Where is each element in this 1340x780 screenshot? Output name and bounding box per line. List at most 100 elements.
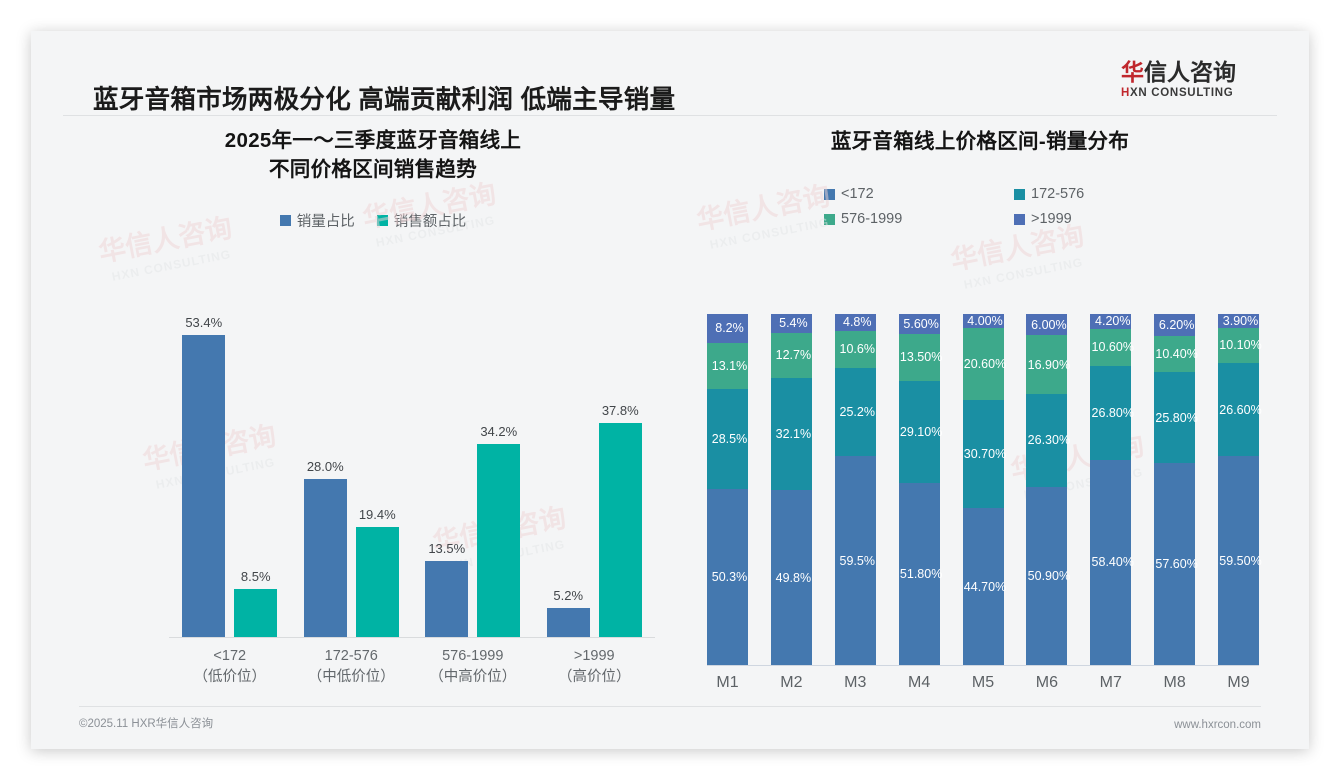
x-axis-tick-label: 172-576 （中低价位） xyxy=(291,646,413,688)
x-axis-tick-label: M2 xyxy=(780,674,803,691)
stacked-bar-segment[interactable]: 6.00% xyxy=(1026,314,1068,336)
logo-hua-character: 华 xyxy=(1121,59,1144,85)
bar[interactable] xyxy=(182,335,226,637)
segment-value-label: 5.4% xyxy=(779,316,808,331)
stacked-bar-segment[interactable]: 59.50% xyxy=(1218,456,1262,665)
stacked-bar-column: 5.4% 12.7% 32.1% 49.8% M2 xyxy=(770,314,812,691)
slide-header: 蓝牙音箱市场两极分化 高端贡献利润 低端主导销量 华信人咨询 HXN CONSU… xyxy=(31,31,1309,116)
segment-value-label: 50.3% xyxy=(711,569,748,584)
stacked-bar-segment[interactable]: 26.60% xyxy=(1218,363,1262,457)
x-axis-tick-primary: <172 xyxy=(213,648,247,664)
segment-value-label: 30.70% xyxy=(963,447,1007,462)
segment-value-label: 20.60% xyxy=(963,357,1007,372)
stacked-bar-segment[interactable]: 25.2% xyxy=(834,368,876,457)
stacked-bar-segment[interactable]: 57.60% xyxy=(1154,462,1198,665)
stacked-bar-segment[interactable]: 10.40% xyxy=(1154,335,1198,373)
legend-item-label: 576-1999 xyxy=(841,211,903,228)
footer-divider xyxy=(79,706,1261,707)
segment-value-label: 59.50% xyxy=(1219,553,1262,568)
legend-item-price-band-0[interactable]: <172 xyxy=(824,186,946,202)
x-axis-tick-primary: 576-1999 xyxy=(442,648,504,664)
legend-item-label: 销量占比 xyxy=(296,214,355,231)
legend-swatch-icon xyxy=(1014,213,1025,225)
stacked-bar-column: 3.90% 10.10% 26.60% 59.50% M9 xyxy=(1218,314,1262,691)
bar[interactable] xyxy=(477,443,521,637)
stacked-bar-segment[interactable]: 50.90% xyxy=(1026,486,1070,665)
stacked-bar-segment[interactable]: 5.4% xyxy=(770,314,812,333)
bar-column: 13.5% xyxy=(425,298,469,637)
right-chart-plot-area: 8.2% 13.1% 28.5% 50.3% M1 5.4% 12.7% 32.1% 49.8%… xyxy=(683,314,1277,706)
segment-value-label: 10.10% xyxy=(1219,338,1262,353)
stacked-bar-segment[interactable]: 29.10% xyxy=(898,381,942,484)
segment-value-label: 58.40% xyxy=(1091,555,1134,570)
x-axis-tick-label: <172 （低价位） xyxy=(169,646,291,688)
stacked-bar-segment[interactable]: 10.60% xyxy=(1090,328,1134,366)
footer-website: www.hxrcon.com xyxy=(1174,719,1261,731)
stacked-bar-segment[interactable]: 44.70% xyxy=(962,508,1006,665)
legend-item-price-band-1[interactable]: 172-576 xyxy=(1014,186,1136,202)
stacked-bar-segment[interactable]: 4.8% xyxy=(834,314,876,331)
bar[interactable] xyxy=(598,423,642,637)
stacked-bar-segment[interactable]: 4.20% xyxy=(1090,314,1132,329)
segment-value-label: 10.60% xyxy=(1091,340,1134,355)
legend-item-volume-0[interactable]: 销量占比 xyxy=(279,210,355,231)
stacked-bar-segment[interactable]: 25.80% xyxy=(1154,372,1198,463)
header-divider xyxy=(63,115,1277,116)
stacked-bar-segment[interactable]: 5.60% xyxy=(898,314,940,334)
bar[interactable] xyxy=(303,478,347,637)
stacked-bar-segment[interactable]: 13.50% xyxy=(898,333,942,382)
stacked-bar-segment[interactable]: 20.60% xyxy=(962,328,1007,401)
bar-group-bars: 13.5% 34.2% xyxy=(412,298,534,637)
stacked-bar-segment[interactable]: 4.00% xyxy=(962,314,1004,329)
stacked-bar-segment[interactable]: 49.8% xyxy=(770,490,812,665)
slide-card: 蓝牙音箱市场两极分化 高端贡献利润 低端主导销量 华信人咨询 HXN CONSU… xyxy=(31,31,1309,749)
stacked-bar-segment[interactable]: 28.5% xyxy=(707,388,748,489)
stacked-bar-segment[interactable]: 59.5% xyxy=(834,456,876,666)
stacked-bar-segment[interactable]: 13.1% xyxy=(707,342,748,389)
stacked-bar-column: 4.20% 10.60% 26.80% 58.40% M7 xyxy=(1090,314,1134,691)
bar-group: 13.5% 34.2% 576-1999 （中高价位） xyxy=(412,298,534,685)
segment-value-label: 26.30% xyxy=(1027,433,1071,448)
stacked-bar-segment[interactable]: 10.10% xyxy=(1218,327,1262,364)
stacked-bar-segment[interactable]: 51.80% xyxy=(898,483,942,665)
bar[interactable] xyxy=(546,607,590,637)
stacked-bar-column: 6.00% 16.90% 26.30% 50.90% M6 xyxy=(1026,314,1071,691)
stacked-bar-segment[interactable]: 6.20% xyxy=(1154,314,1196,336)
bar-column: 34.2% xyxy=(477,298,521,637)
stacked-bar-segment[interactable]: 30.70% xyxy=(962,400,1007,509)
stacked-bar-column: 8.2% 13.1% 28.5% 50.3% M1 xyxy=(707,314,748,691)
stacked-bar-segment[interactable]: 32.1% xyxy=(770,377,812,491)
stacked-bar-segment[interactable]: 58.40% xyxy=(1090,460,1134,665)
legend-item-price-band-2[interactable]: 576-1999 xyxy=(824,211,946,227)
stacked-bar-segment[interactable]: 3.90% xyxy=(1218,314,1259,328)
left-chart-title: 2025年一～三季度蓝牙音箱线上 不同价格区间销售趋势 xyxy=(63,126,683,184)
stacked-bar-segment[interactable]: 26.80% xyxy=(1090,365,1134,460)
bar-value-label: 19.4% xyxy=(358,507,396,523)
stacked-bar-segment[interactable]: 10.6% xyxy=(834,330,876,368)
bar[interactable] xyxy=(425,560,469,637)
stacked-bar-segment[interactable]: 16.90% xyxy=(1026,335,1070,395)
segment-value-label: 4.8% xyxy=(843,315,872,330)
legend-item-volume-1[interactable]: 销售额占比 xyxy=(376,210,466,231)
bar-value-label: 13.5% xyxy=(428,540,466,556)
segment-value-label: 4.00% xyxy=(967,314,1003,329)
stacked-bar-segment[interactable]: 50.3% xyxy=(707,488,748,665)
logo-english-text: HXN CONSULTING xyxy=(1121,87,1271,99)
bar-column: 8.5% xyxy=(234,298,278,637)
bar-value-label: 37.8% xyxy=(601,403,639,419)
logo-h-mark: H xyxy=(1121,87,1131,100)
segment-value-label: 28.5% xyxy=(711,431,748,446)
segment-value-label: 57.60% xyxy=(1155,556,1198,571)
bar[interactable] xyxy=(355,527,399,637)
bar-column: 53.4% xyxy=(182,298,226,637)
segment-value-label: 32.1% xyxy=(775,426,812,441)
stacked-bar-segment[interactable]: 26.30% xyxy=(1026,394,1071,487)
bar[interactable] xyxy=(234,588,278,637)
x-axis-tick-label: M4 xyxy=(908,674,931,691)
stacked-bar-segment[interactable]: 8.2% xyxy=(707,314,748,343)
x-axis-tick-sublabel: （高价位） xyxy=(558,669,631,686)
x-axis-tick-sublabel: （中高价位） xyxy=(429,669,517,686)
legend-item-price-band-3[interactable]: >1999 xyxy=(1014,211,1136,227)
x-axis-tick-primary: >1999 xyxy=(573,648,615,664)
stacked-bar-segment[interactable]: 12.7% xyxy=(770,332,812,378)
